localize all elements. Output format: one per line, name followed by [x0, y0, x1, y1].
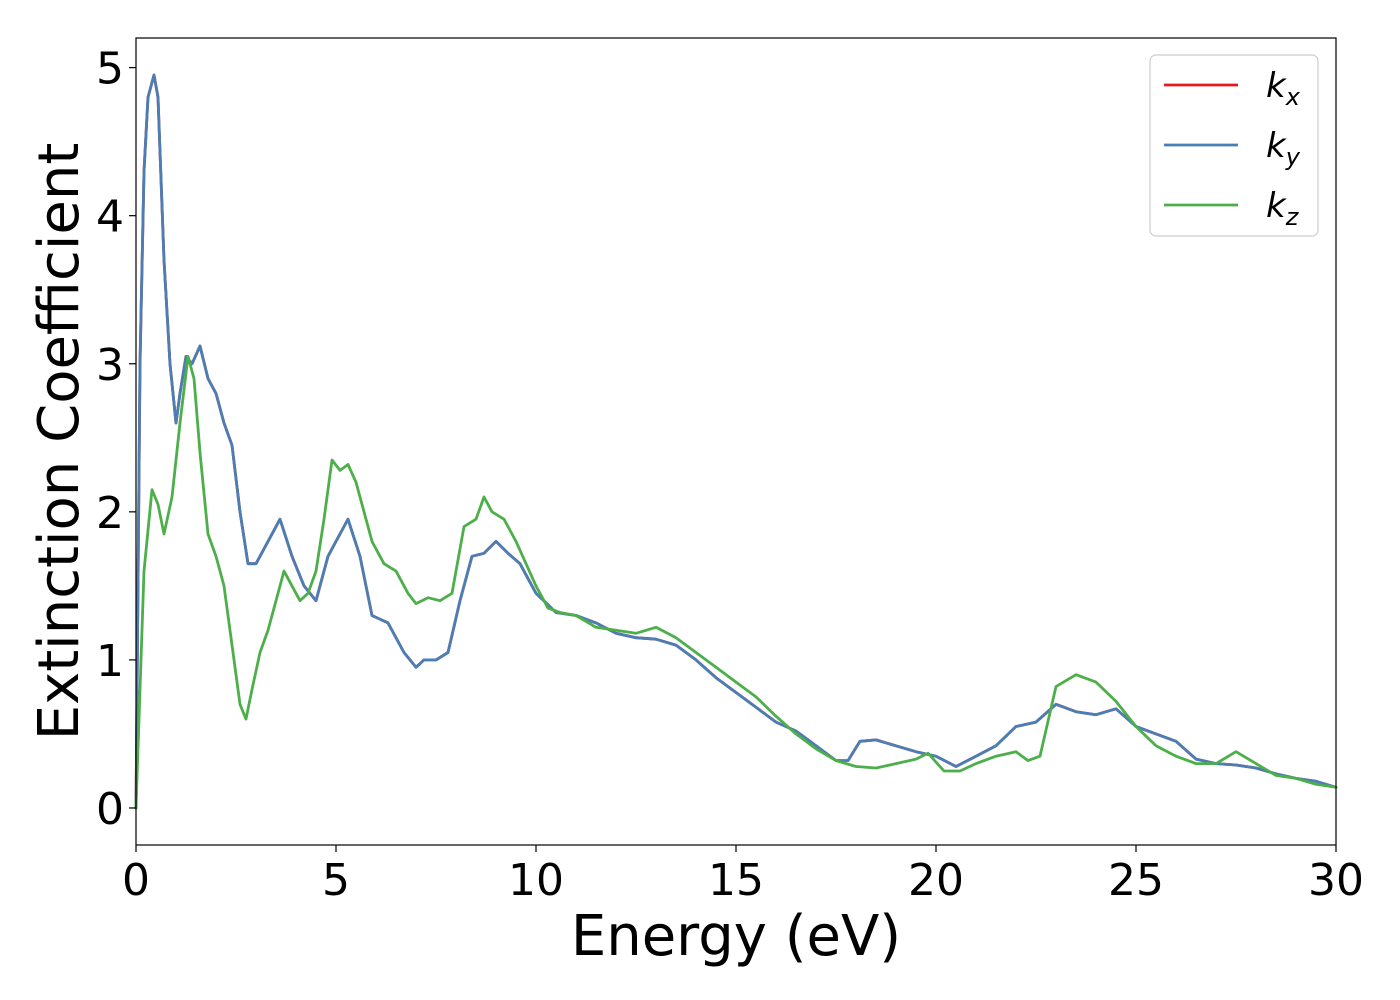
series-layer [134, 73, 1338, 810]
x-tick-label: 5 [322, 855, 350, 906]
x-tick-label: 20 [908, 855, 964, 906]
y-tick-label: 1 [96, 636, 124, 687]
y-tick-label: 3 [96, 340, 124, 391]
series-line-y [134, 73, 1338, 810]
series-line-z [134, 354, 1338, 810]
x-tick-label: 30 [1308, 855, 1364, 906]
y-tick-label: 2 [96, 488, 124, 539]
y-tick-label: 0 [96, 784, 124, 835]
y-tick-label: 4 [96, 192, 124, 243]
legend: kx ky kz [1149, 54, 1319, 237]
x-tick-label: 15 [708, 855, 764, 906]
x-tick-label: 10 [508, 855, 564, 906]
legend-label-y: ky [1266, 126, 1301, 171]
x-tick-label: 25 [1108, 855, 1164, 906]
x-tick-label: 0 [122, 855, 150, 906]
legend-label-x: kx [1266, 66, 1301, 111]
y-axis: 0 1 2 3 4 5 [96, 44, 136, 835]
legend-label-z: kz [1266, 186, 1300, 231]
x-axis: 0 5 10 15 20 25 30 [122, 845, 1364, 906]
x-axis-title: Energy (eV) [571, 904, 901, 969]
y-tick-label: 5 [96, 44, 124, 95]
y-axis-title: Extinction Coefficient [27, 143, 92, 741]
